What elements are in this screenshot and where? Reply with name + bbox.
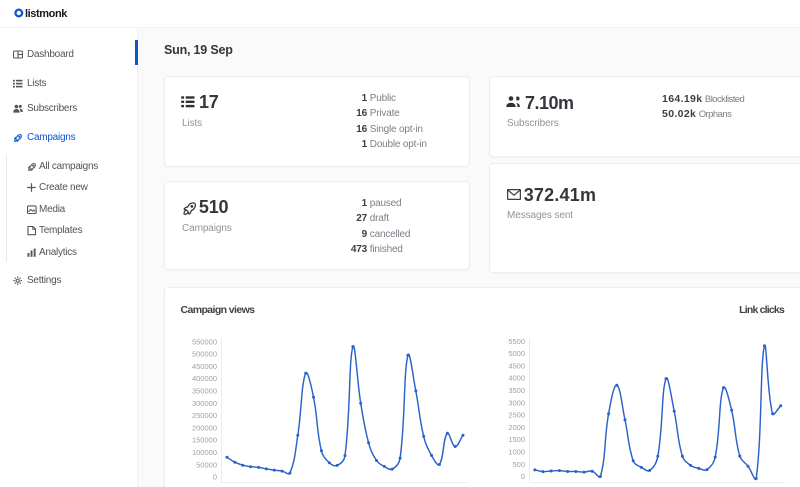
svg-text:350000: 350000: [192, 387, 217, 396]
svg-text:2500: 2500: [508, 411, 525, 420]
svg-text:450000: 450000: [192, 362, 217, 371]
svg-text:200000: 200000: [192, 423, 217, 432]
svg-text:250000: 250000: [192, 411, 217, 420]
svg-text:400000: 400000: [192, 374, 217, 383]
svg-text:0: 0: [521, 472, 525, 481]
svg-text:150000: 150000: [192, 436, 217, 445]
svg-text:3500: 3500: [508, 386, 525, 395]
svg-text:2000: 2000: [508, 423, 525, 432]
svg-text:50000: 50000: [196, 460, 217, 469]
svg-text:1500: 1500: [508, 435, 525, 444]
svg-text:4000: 4000: [508, 374, 525, 383]
svg-text:3000: 3000: [508, 398, 525, 407]
svg-text:5500: 5500: [508, 337, 525, 346]
svg-text:5000: 5000: [508, 349, 525, 358]
svg-text:300000: 300000: [192, 399, 217, 408]
svg-text:0: 0: [213, 473, 217, 482]
svg-text:500000: 500000: [192, 350, 217, 359]
svg-text:550000: 550000: [192, 337, 217, 346]
svg-text:500: 500: [512, 460, 525, 469]
svg-text:1000: 1000: [508, 448, 525, 457]
svg-text:4500: 4500: [508, 361, 525, 370]
svg-text:100000: 100000: [192, 448, 217, 457]
